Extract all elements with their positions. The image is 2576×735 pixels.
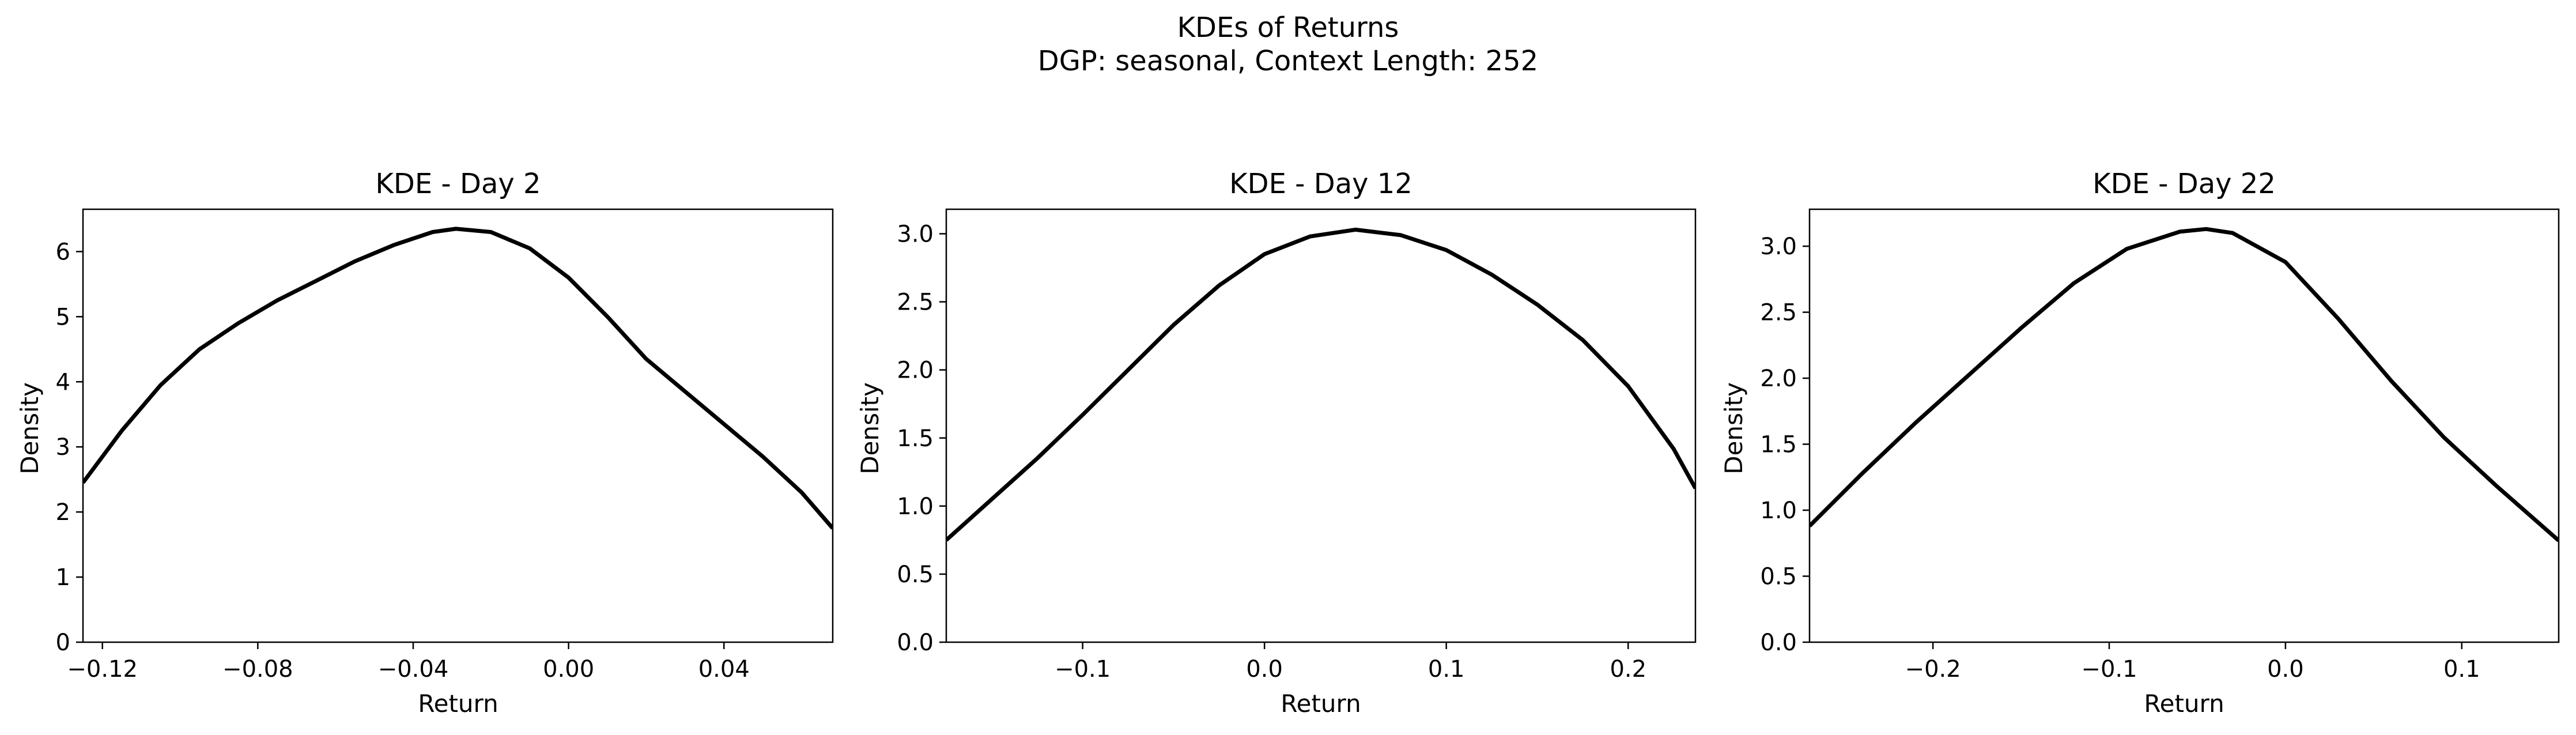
y-tick-label: 1.5 [1760,432,1797,458]
y-tick-label: 1.0 [1760,497,1797,524]
x-tick-label: −0.12 [67,656,138,683]
x-tick-label: −0.1 [2081,656,2137,683]
y-tick-label: 6 [56,239,70,265]
y-tick-label: 0.5 [1760,564,1797,590]
y-tick-label: 1.5 [897,425,934,452]
x-tick-label: 0.0 [2267,656,2304,683]
y-tick-label: 0.0 [1760,630,1797,656]
y-tick-label: 1.0 [897,493,934,520]
y-tick-label: 0.0 [897,630,934,656]
y-tick-label: 3.0 [897,221,934,248]
kde-curve [1810,227,2559,542]
y-tick-label: 2.5 [1760,300,1797,326]
panel-title: KDE - Day 12 [1229,168,1412,200]
y-tick-label: 4 [56,369,70,395]
axes-frame [945,208,1697,643]
y-tick-label: 2.0 [897,357,934,384]
panel-title: KDE - Day 2 [375,168,541,200]
kde-panel-day-2: KDE - Day 2 Return Density −0.12 −0.08 −0.… [16,168,834,718]
x-tick-label: −0.04 [378,656,449,683]
x-tick-label: 0.1 [1428,656,1465,683]
x-tick-label: −0.08 [222,656,293,683]
kde-panel-day-22: KDE - Day 22 Return Density −0.2 −0.1 0.0 0… [1720,168,2560,718]
x-axis-label: Return [1281,689,1361,718]
x-tick-label: 0.1 [2443,656,2480,683]
y-axis-label: Density [16,382,44,474]
figure-title-line-2: DGP: seasonal, Context Length: 252 [1038,45,1538,77]
y-tick-label: 2.0 [1760,365,1797,392]
x-tick-label: 0.0 [1246,656,1283,683]
panel-title: KDE - Day 22 [2092,168,2276,200]
y-tick-label: 0 [56,630,70,656]
y-tick-label: 1 [56,564,70,591]
y-tick-label: 0.5 [897,561,934,588]
kde-curve [946,227,1695,542]
x-axis-label: Return [2144,689,2224,718]
y-tick-label: 5 [56,304,70,330]
y-tick-label: 3.0 [1760,233,1797,260]
y-axis-label: Density [856,382,884,474]
kde-panel-day-12: KDE - Day 12 Return Density −0.1 0.0 0.1 0.… [856,168,1697,718]
x-tick-label: −0.1 [1055,656,1111,683]
y-tick-label: 2.5 [897,289,934,316]
y-tick-label: 3 [56,434,70,461]
x-tick-label: 0.00 [543,656,594,683]
figure-title-line-1: KDEs of Returns [1177,12,1399,44]
axes-frame [82,208,834,643]
x-tick-label: −0.2 [1905,656,1961,683]
kde-curve [83,227,833,530]
x-tick-label: 0.04 [698,656,750,683]
y-axis-label: Density [1720,382,1748,474]
y-tick-label: 2 [56,499,70,526]
x-axis-label: Return [418,689,498,718]
x-tick-label: 0.2 [1610,656,1646,683]
axes-frame [1808,208,2560,643]
